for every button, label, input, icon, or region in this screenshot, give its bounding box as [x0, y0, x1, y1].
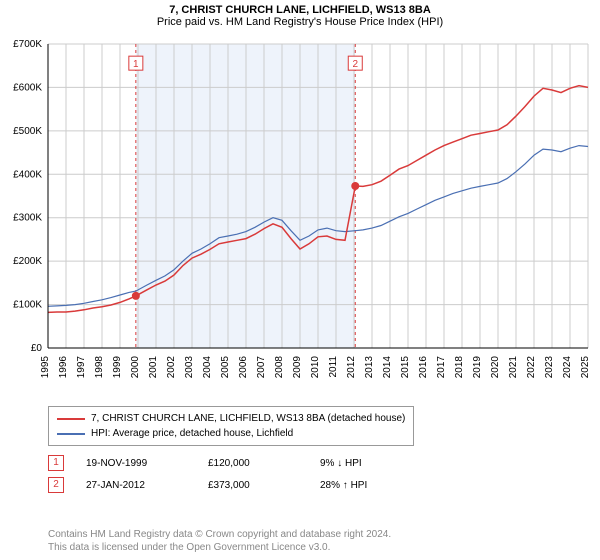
sale-change-2: 28% ↑ HPI — [320, 480, 367, 491]
svg-text:2016: 2016 — [418, 356, 429, 379]
svg-text:2006: 2006 — [238, 356, 249, 379]
footer: Contains HM Land Registry data © Crown c… — [48, 528, 391, 554]
chart-area: £0 £100K £200K £300K £400K £500K £600K £700K 199… — [0, 38, 600, 398]
sale-row-2: 2 27-JAN-2012 £373,000 28% ↑ HPI — [48, 474, 367, 496]
svg-text:£700K: £700K — [13, 39, 42, 50]
chart-title-subtitle: Price paid vs. HM Land Registry's House … — [0, 16, 600, 28]
svg-text:1: 1 — [133, 59, 139, 70]
svg-text:2008: 2008 — [274, 356, 285, 379]
svg-text:2024: 2024 — [562, 356, 573, 379]
legend-row-hpi: HPI: Average price, detached house, Lich… — [57, 426, 405, 441]
chart-title-block: 7, CHRIST CHURCH LANE, LICHFIELD, WS13 8… — [0, 0, 600, 28]
svg-text:2014: 2014 — [382, 356, 393, 379]
svg-text:£200K: £200K — [13, 256, 42, 267]
sale-marker-1: 1 — [48, 455, 64, 471]
svg-text:2012: 2012 — [346, 356, 357, 379]
svg-text:1999: 1999 — [112, 356, 123, 379]
legend-row-price-paid: 7, CHRIST CHURCH LANE, LICHFIELD, WS13 8… — [57, 411, 405, 426]
svg-text:2022: 2022 — [526, 356, 537, 379]
svg-text:2009: 2009 — [292, 356, 303, 379]
legend-label-price-paid: 7, CHRIST CHURCH LANE, LICHFIELD, WS13 8… — [91, 411, 405, 426]
svg-text:2017: 2017 — [436, 356, 447, 379]
svg-text:2005: 2005 — [220, 356, 231, 379]
svg-text:£300K: £300K — [13, 213, 42, 224]
svg-text:2015: 2015 — [400, 356, 411, 379]
svg-text:1997: 1997 — [76, 356, 87, 379]
svg-text:2018: 2018 — [454, 356, 465, 379]
legend-swatch-hpi — [57, 433, 85, 435]
svg-text:2004: 2004 — [202, 356, 213, 379]
svg-text:2021: 2021 — [508, 356, 519, 379]
sale-row-1: 1 19-NOV-1999 £120,000 9% ↓ HPI — [48, 452, 367, 474]
svg-text:2019: 2019 — [472, 356, 483, 379]
svg-text:1995: 1995 — [40, 356, 51, 379]
svg-text:£100K: £100K — [13, 300, 42, 311]
svg-text:£400K: £400K — [13, 169, 42, 180]
svg-text:2: 2 — [352, 59, 358, 70]
svg-text:£0: £0 — [31, 343, 43, 354]
svg-text:2010: 2010 — [310, 356, 321, 379]
sale-change-1: 9% ↓ HPI — [320, 458, 362, 469]
legend: 7, CHRIST CHURCH LANE, LICHFIELD, WS13 8… — [48, 406, 414, 446]
legend-swatch-price-paid — [57, 418, 85, 420]
chart-svg: £0 £100K £200K £300K £400K £500K £600K £700K 199… — [0, 38, 600, 398]
svg-text:2000: 2000 — [130, 356, 141, 379]
svg-text:£500K: £500K — [13, 126, 42, 137]
svg-text:1996: 1996 — [58, 356, 69, 379]
svg-text:2002: 2002 — [166, 356, 177, 379]
svg-text:2001: 2001 — [148, 356, 159, 379]
footer-line2: This data is licensed under the Open Gov… — [48, 541, 391, 554]
svg-text:2011: 2011 — [328, 356, 339, 378]
chart-title-address: 7, CHRIST CHURCH LANE, LICHFIELD, WS13 8… — [0, 4, 600, 16]
svg-text:2020: 2020 — [490, 356, 501, 379]
svg-text:2025: 2025 — [580, 356, 591, 379]
svg-text:2013: 2013 — [364, 356, 375, 379]
sale-marker-2: 2 — [48, 477, 64, 493]
sale-price-2: £373,000 — [208, 480, 298, 491]
sales-table: 1 19-NOV-1999 £120,000 9% ↓ HPI 2 27-JAN… — [48, 452, 367, 496]
sale-date-2: 27-JAN-2012 — [86, 480, 186, 491]
svg-text:2003: 2003 — [184, 356, 195, 379]
sale-date-1: 19-NOV-1999 — [86, 458, 186, 469]
legend-label-hpi: HPI: Average price, detached house, Lich… — [91, 426, 293, 441]
svg-text:2007: 2007 — [256, 356, 267, 379]
footer-line1: Contains HM Land Registry data © Crown c… — [48, 528, 391, 541]
sale-price-1: £120,000 — [208, 458, 298, 469]
svg-text:£600K: £600K — [13, 82, 42, 93]
svg-text:2023: 2023 — [544, 356, 555, 379]
svg-text:1998: 1998 — [94, 356, 105, 379]
